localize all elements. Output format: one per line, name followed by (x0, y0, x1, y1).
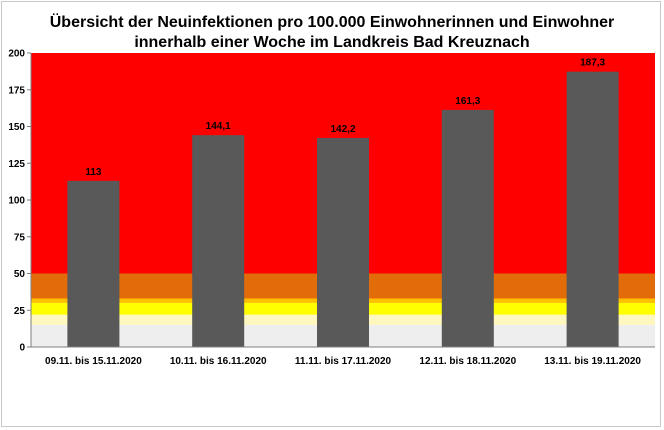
data-label-3: 142,2 (330, 124, 355, 135)
bar-4 (441, 109, 494, 347)
y-tick-label-1: 25 (14, 306, 26, 317)
category-label-1: 09.11. bis 15.11.2020 (45, 356, 142, 367)
y-tick-label-5: 125 (8, 159, 25, 170)
y-tick-label-3: 75 (14, 232, 26, 243)
y-tick-label-2: 50 (14, 269, 26, 280)
bar-3 (317, 137, 369, 347)
y-tick-label-6: 150 (8, 122, 25, 133)
bars (67, 71, 619, 347)
bar-5 (566, 71, 619, 347)
y-tick-label-8: 200 (8, 49, 25, 60)
y-tick-label-0: 0 (19, 343, 25, 354)
chart-title-line-1: Übersicht der Neuinfektionen pro 100.000… (50, 12, 615, 31)
y-axis: 0 25 50 75 100 125 150 175 200 (8, 49, 32, 354)
category-label-5: 13.11. bis 19.11.2020 (544, 356, 641, 367)
y-tick-label-7: 175 (8, 85, 25, 96)
bar-1 (67, 180, 120, 347)
bar-2 (192, 135, 245, 347)
x-axis: 09.11. bis 15.11.2020 10.11. bis 16.11.20… (31, 346, 655, 367)
category-label-3: 11.11. bis 17.11.2020 (295, 356, 392, 367)
data-label-2: 144,1 (206, 121, 231, 132)
y-tick-label-4: 100 (8, 196, 25, 207)
category-label-2: 10.11. bis 16.11.2020 (170, 356, 267, 367)
data-label-5: 187,3 (580, 58, 605, 69)
data-label-1: 113 (85, 167, 102, 178)
data-labels: 113 144,1 142,2 161,3 187,3 (85, 58, 605, 178)
chart-title-line-2: innerhalb einer Woche im Landkreis Bad K… (134, 34, 529, 51)
category-label-4: 12.11. bis 18.11.2020 (419, 356, 516, 367)
data-label-4: 161,3 (455, 96, 480, 107)
